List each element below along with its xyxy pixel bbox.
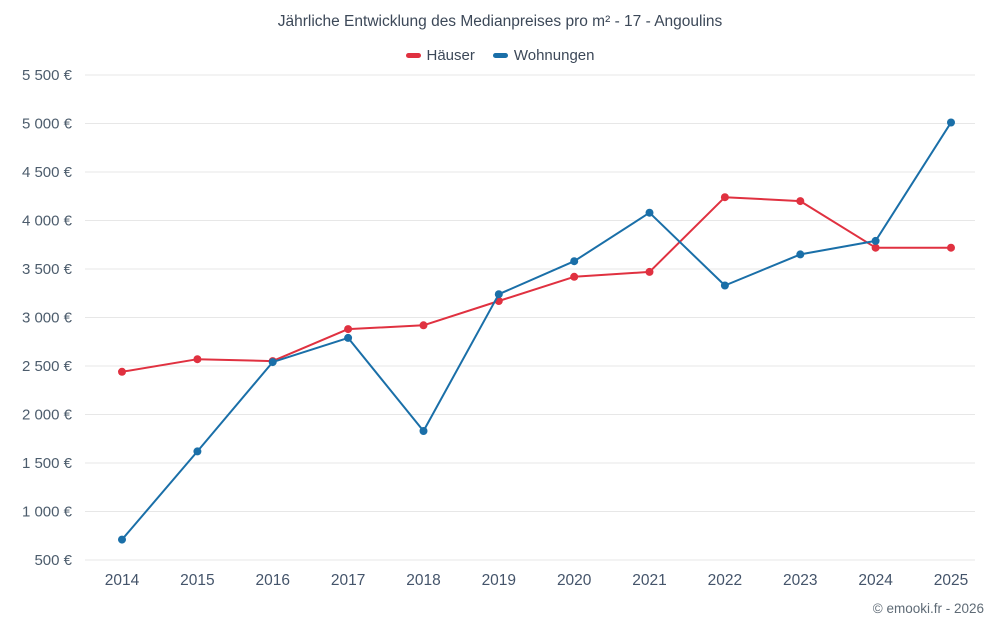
svg-text:2 000 €: 2 000 €: [22, 407, 73, 424]
svg-text:2015: 2015: [180, 572, 214, 589]
svg-text:2014: 2014: [105, 572, 140, 589]
svg-text:2 500 €: 2 500 €: [22, 358, 73, 375]
svg-text:5 000 €: 5 000 €: [22, 116, 73, 133]
svg-text:4 500 €: 4 500 €: [22, 164, 73, 181]
svg-text:3 500 €: 3 500 €: [22, 261, 73, 278]
svg-text:2016: 2016: [255, 572, 289, 589]
svg-text:500 €: 500 €: [34, 552, 72, 569]
wohnungen-swatch-icon: [492, 53, 508, 58]
legend-item-hauser[interactable]: Häuser: [405, 47, 475, 64]
svg-text:2021: 2021: [632, 572, 666, 589]
legend-item-wohnungen[interactable]: Wohnungen: [492, 47, 595, 64]
svg-text:4 000 €: 4 000 €: [22, 213, 73, 230]
legend-label-wohnungen: Wohnungen: [513, 47, 595, 64]
chart-title: Jährliche Entwicklung des Medianpreises …: [277, 13, 723, 30]
svg-text:1 000 €: 1 000 €: [22, 504, 73, 521]
copyright: © emooki.fr - 2026: [872, 601, 984, 616]
hauser-swatch-icon: [405, 53, 421, 58]
svg-text:2017: 2017: [331, 572, 365, 589]
legend: Häuser Wohnungen: [0, 47, 1000, 64]
svg-text:3 000 €: 3 000 €: [22, 310, 73, 327]
legend-label-hauser: Häuser: [426, 47, 475, 64]
svg-text:2025: 2025: [934, 572, 968, 589]
svg-text:2024: 2024: [858, 572, 893, 589]
svg-text:2018: 2018: [406, 572, 440, 589]
svg-text:2020: 2020: [557, 572, 592, 589]
svg-text:5 500 €: 5 500 €: [22, 67, 73, 84]
svg-text:1 500 €: 1 500 €: [22, 455, 73, 472]
svg-text:2019: 2019: [482, 572, 516, 589]
svg-text:2023: 2023: [783, 572, 817, 589]
svg-text:2022: 2022: [708, 572, 742, 589]
